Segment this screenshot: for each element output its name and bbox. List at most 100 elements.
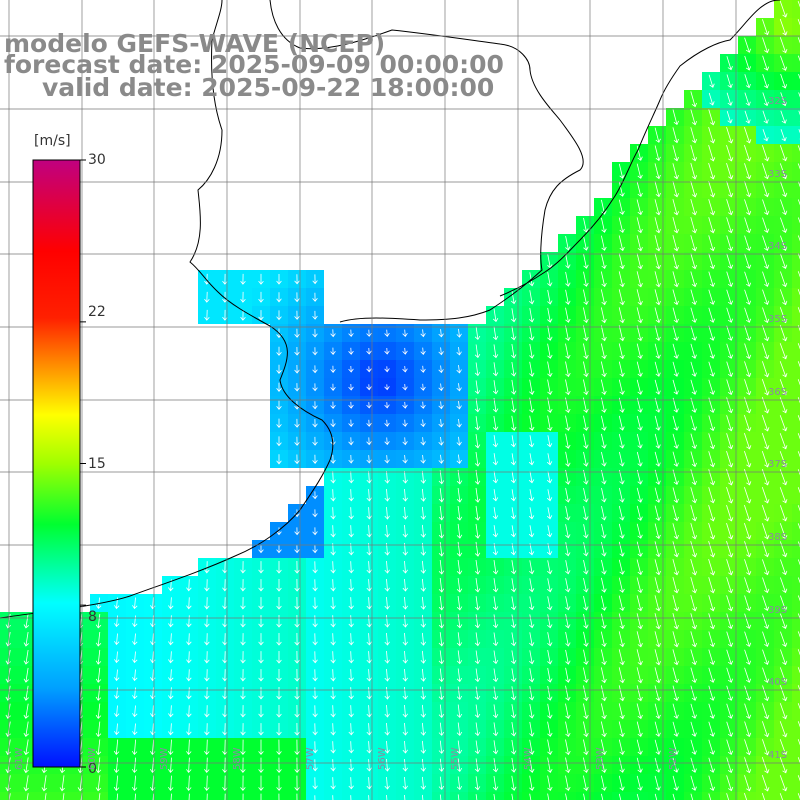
wind-arrow [797, 505, 800, 512]
wind-cell [486, 792, 504, 800]
wind-arrow [780, 181, 788, 198]
wind-arrow [654, 451, 661, 467]
wind-arrow [204, 291, 210, 303]
wind-arrow [565, 739, 571, 756]
wind-arrow [672, 199, 680, 216]
wind-arrow [779, 487, 788, 504]
wind-arrow [565, 236, 571, 251]
wind-arrow [348, 651, 354, 664]
wind-arrow [222, 597, 228, 610]
wind-arrow [492, 596, 499, 611]
wind-arrow [690, 558, 698, 576]
wind-arrow [330, 454, 336, 464]
wind-arrow [618, 325, 625, 342]
wind-arrow [762, 253, 770, 270]
wind-arrow [474, 704, 481, 719]
wind-arrow [601, 595, 607, 611]
wind-arrow [583, 307, 589, 324]
wind-arrow [348, 705, 354, 718]
wind-arrow [708, 775, 715, 792]
colorbar-tick-8: 8 [88, 609, 97, 625]
wind-arrow [601, 217, 607, 233]
wind-arrow [276, 705, 282, 718]
wind-arrow [654, 757, 661, 773]
wind-arrow [726, 361, 734, 378]
wind-arrow [601, 577, 607, 593]
wind-arrow [456, 487, 463, 503]
wind-arrow [294, 757, 300, 774]
wind-arrow [258, 757, 264, 774]
wind-arrow [690, 253, 698, 270]
wind-arrow [312, 436, 318, 446]
wind-arrow [565, 379, 571, 396]
wind-arrow [492, 775, 499, 791]
wind-arrow [186, 597, 192, 610]
wind-arrow [618, 235, 625, 252]
wind-arrow [672, 523, 679, 540]
wind-arrow [167, 775, 174, 792]
wind-arrow [330, 651, 336, 664]
wind-arrow [690, 631, 698, 648]
wind-arrow [26, 793, 29, 800]
wind-arrow [690, 595, 698, 612]
wind-arrow [258, 687, 264, 700]
wind-arrow [438, 758, 445, 772]
wind-arrow [510, 650, 517, 665]
wind-arrow [134, 793, 136, 800]
wind-arrow [294, 596, 300, 610]
wind-arrow [636, 271, 643, 288]
wind-cell [792, 594, 800, 612]
wind-arrow [276, 418, 282, 429]
wind-arrow [98, 793, 101, 800]
wind-arrow [258, 669, 264, 682]
wind-arrow [222, 615, 228, 628]
wind-arrow [636, 667, 643, 684]
wind-arrow [779, 433, 788, 450]
wind-arrow [600, 289, 607, 306]
wind-arrow [618, 631, 625, 648]
wind-arrow [797, 649, 800, 656]
model-title: modelo GEFS-WAVE (NCEP) [4, 29, 386, 58]
wind-arrow [186, 651, 192, 664]
colorbar-tick-0: 0 [88, 761, 97, 777]
wind-arrow [384, 402, 390, 409]
wind-arrow [240, 615, 246, 628]
wind-arrow [779, 289, 788, 306]
wind-arrow [474, 614, 481, 629]
wind-arrow [276, 436, 282, 447]
wind-cell [792, 0, 800, 18]
wind-arrow [672, 577, 680, 594]
wind-arrow [330, 419, 336, 428]
wind-arrow [583, 235, 589, 251]
wind-arrow [348, 759, 354, 772]
wind-arrow [186, 579, 192, 592]
wind-arrow [131, 757, 138, 774]
wind-arrow [618, 649, 625, 666]
wind-arrow [510, 489, 517, 502]
wind-arrow [456, 328, 462, 338]
wind-arrow [744, 307, 752, 323]
wind-arrow [186, 739, 192, 756]
wind-arrow [456, 577, 463, 593]
wind-arrow [402, 740, 409, 754]
wind-arrow [529, 775, 535, 791]
wind-arrow [168, 669, 174, 682]
wind-arrow [312, 597, 318, 610]
wind-arrow [402, 560, 409, 574]
wind-arrow [762, 163, 770, 180]
wind-arrow [366, 633, 372, 646]
wind-arrow [547, 325, 553, 341]
wind-arrow [654, 667, 661, 684]
wind-arrow [583, 271, 589, 287]
wind-arrow [23, 775, 29, 792]
wind-arrow [744, 739, 752, 756]
wind-arrow [708, 253, 716, 270]
wind-cell [72, 792, 90, 800]
wind-arrow [761, 414, 770, 432]
wind-arrow [204, 309, 210, 321]
wind-arrow [438, 541, 445, 557]
wind-arrow [312, 615, 318, 628]
wind-arrow [600, 631, 607, 648]
wind-arrow [797, 595, 800, 602]
wind-arrow [528, 489, 535, 502]
